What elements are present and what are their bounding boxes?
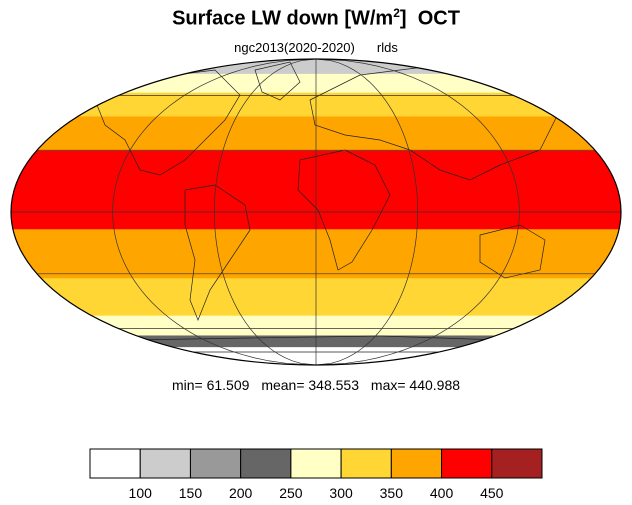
title-text: Surface LW down [W/m <box>172 7 394 30</box>
stat-min: min= 61.509 <box>171 377 250 393</box>
subtitle-variable: rlds <box>376 40 398 55</box>
stat-mean: mean= 348.553 <box>261 377 360 393</box>
title-superscript: 2 <box>393 6 400 20</box>
colorbar-tick-label: 450 <box>480 485 504 501</box>
continent-africa <box>297 149 391 271</box>
map-title: Surface LW down [W/m2] OCT <box>0 6 632 31</box>
colorbar-tick-label: 150 <box>179 485 203 501</box>
continent-south-america <box>184 184 251 321</box>
colorbar-tick-label: 100 <box>129 485 153 501</box>
continent-greenland <box>254 61 301 101</box>
map-subtitle: ngc2013(2020-2020) rlds <box>0 40 632 55</box>
stat-max: max= 440.988 <box>370 377 461 393</box>
meridian-line <box>213 59 317 365</box>
title-month: OCT <box>417 7 460 30</box>
statistics-line: min= 61.509 mean= 348.553 max= 440.988 <box>0 377 632 393</box>
colorbar-tick-label: 400 <box>430 485 454 501</box>
colorbar-tick-label: 350 <box>380 485 404 501</box>
colorbar-box-1 <box>139 448 191 479</box>
colorbar-tick-label: 200 <box>229 485 253 501</box>
colorbar-boxes <box>89 448 543 479</box>
colorbar-labels: 100 150 200 250 300 350 400 450 <box>129 485 504 501</box>
colorbar-box-3 <box>240 448 292 479</box>
meridian-line <box>112 59 317 365</box>
colorbar-box-5 <box>340 448 392 479</box>
subtitle-run: ngc2013(2020-2020) <box>234 40 355 55</box>
colorbar-tick-label: 300 <box>329 485 353 501</box>
colorbar-box-8 <box>491 448 543 479</box>
title-close: ] <box>399 7 407 30</box>
meridian-line <box>315 59 520 365</box>
colorbar-box-7 <box>441 448 493 479</box>
colorbar-box-4 <box>290 448 342 479</box>
globe-outline <box>10 58 622 366</box>
colorbar-box-6 <box>390 448 443 479</box>
continent-australia <box>479 224 546 279</box>
meridian-line <box>315 59 419 365</box>
colorbar-box-0 <box>89 448 141 479</box>
graticule <box>11 59 621 365</box>
colorbar-box-2 <box>189 448 242 479</box>
colorbar-tick-label: 250 <box>279 485 303 501</box>
